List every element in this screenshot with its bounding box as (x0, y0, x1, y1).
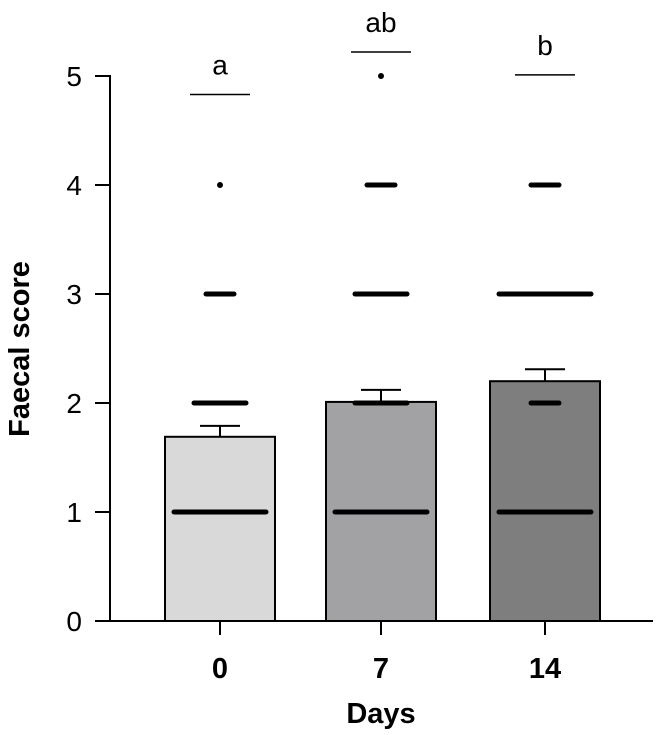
significance-letter-day-14: b (537, 30, 553, 61)
labels-layer: 0 1 2 3 4 5 0 7 14 Days Faecal score (4, 61, 561, 730)
points-layer (171, 73, 594, 515)
x-tick-label-14: 14 (529, 653, 561, 685)
y-tick-label-0: 0 (66, 606, 82, 637)
data-point-day-7-score-5 (378, 73, 384, 79)
axes-layer (95, 75, 653, 635)
x-axis-title: Days (346, 698, 415, 730)
x-tick-label-7: 7 (373, 653, 389, 685)
y-tick-label-3: 3 (66, 279, 82, 310)
y-tick-label-4: 4 (66, 170, 82, 201)
bar-day-14 (489, 380, 601, 623)
significance-letter-day-0: a (212, 50, 228, 81)
significance-letter-day-7: ab (365, 7, 396, 38)
significance-layer: a ab b (190, 7, 575, 96)
y-tick-label-1: 1 (66, 497, 82, 528)
x-tick-label-0: 0 (212, 653, 228, 685)
bars-layer (164, 368, 601, 623)
y-tick-label-2: 2 (66, 388, 82, 419)
bar-day-0 (164, 435, 276, 623)
data-point-day-0-score-4 (217, 182, 223, 188)
y-axis-title: Faecal score (4, 261, 36, 437)
y-tick-label-5: 5 (66, 61, 82, 92)
